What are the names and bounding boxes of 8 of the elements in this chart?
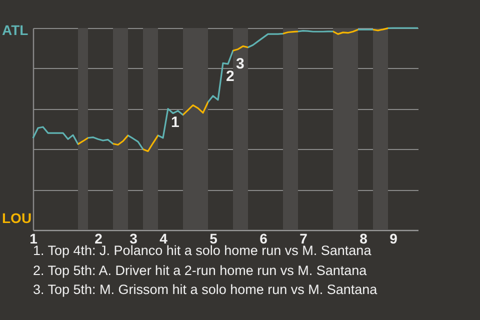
x-tick-label: 9 [390, 230, 398, 246]
text: LOU [2, 210, 32, 226]
text: ATL [2, 22, 30, 38]
text: 3. Top 5th: M. Grissom hit a solo home run vs M. Santana [33, 281, 378, 299]
annotation: 3 [236, 56, 244, 73]
annotation: 1 [171, 114, 180, 131]
text: 2. Top 5th: A. Driver hit a 2-run home run vs M. Santana [33, 262, 368, 280]
annotation: 2 [226, 68, 234, 86]
